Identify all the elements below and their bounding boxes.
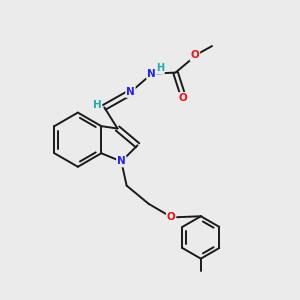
Text: O: O — [179, 93, 188, 103]
Text: H: H — [156, 63, 164, 74]
Text: O: O — [167, 212, 176, 222]
Text: H: H — [92, 100, 101, 110]
Text: N: N — [126, 87, 135, 97]
Text: O: O — [190, 50, 199, 61]
Text: N: N — [117, 157, 126, 166]
Text: N: N — [147, 69, 156, 79]
